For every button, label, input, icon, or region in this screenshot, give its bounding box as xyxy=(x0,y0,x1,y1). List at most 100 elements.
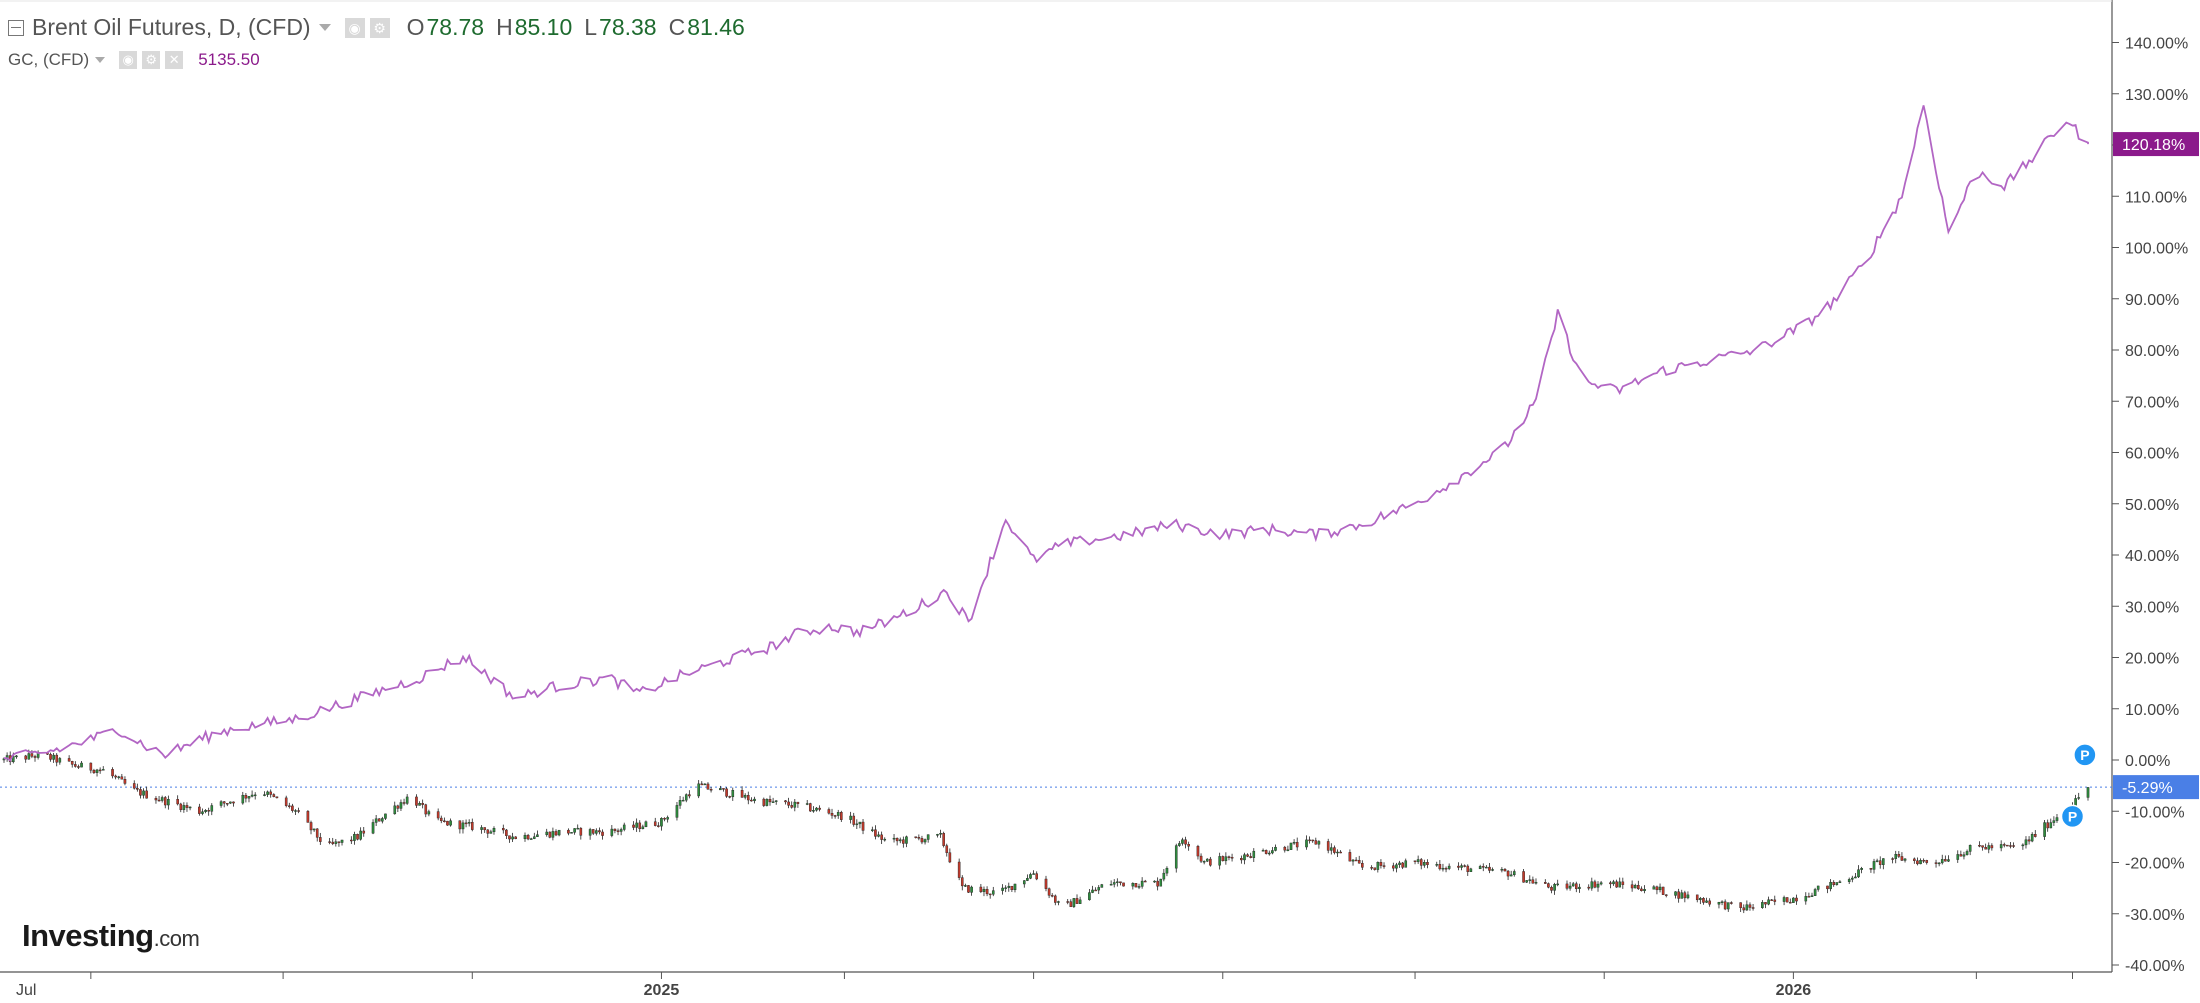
gold-series-line xyxy=(3,105,2089,762)
candle-body xyxy=(154,798,158,801)
p-marker-icon xyxy=(2060,804,2085,829)
candle-body xyxy=(1333,847,1336,853)
candle-body xyxy=(1209,858,1212,866)
candle-body xyxy=(1044,878,1048,889)
candle-body xyxy=(2033,834,2037,837)
candle-body xyxy=(663,818,666,820)
candle-body xyxy=(1379,862,1383,866)
candle-body xyxy=(1426,862,1429,865)
candle-body xyxy=(700,783,704,786)
candle-body xyxy=(92,770,96,773)
close-icon[interactable]: ✕ xyxy=(165,51,184,69)
candle-body xyxy=(641,826,645,830)
secondary-series-title[interactable]: GC, (CFD) xyxy=(8,50,90,69)
candle-body xyxy=(1748,904,1752,908)
candle-body xyxy=(1764,902,1767,905)
candle-body xyxy=(427,811,431,815)
candle-body xyxy=(1072,898,1076,907)
candle-body xyxy=(1308,839,1311,842)
gold-last-value-badge-bg xyxy=(2113,132,2199,157)
y-tick-label: 70.00% xyxy=(2125,394,2179,411)
candle-body xyxy=(418,803,421,806)
candle-body xyxy=(501,828,505,831)
candle-body xyxy=(2046,822,2049,829)
candle-body xyxy=(1872,861,1876,870)
candle-body xyxy=(204,810,207,812)
candle-body xyxy=(529,838,533,840)
candle-body xyxy=(95,769,99,773)
candle-body xyxy=(1788,901,1792,904)
candle-body xyxy=(964,885,967,887)
candle-body xyxy=(272,794,276,797)
candle-body xyxy=(728,796,731,798)
candle-body xyxy=(1029,874,1032,879)
candle-body xyxy=(120,776,124,780)
candle-body xyxy=(1289,842,1293,850)
candle-body xyxy=(632,824,635,828)
candle-body xyxy=(1587,886,1591,889)
candle-body xyxy=(1457,865,1460,868)
candle-body xyxy=(979,886,983,892)
candle-body xyxy=(1022,880,1026,885)
candle-body xyxy=(1361,863,1364,868)
candle-body xyxy=(1894,854,1898,859)
collapse-icon[interactable] xyxy=(8,19,24,36)
candle-body xyxy=(1221,856,1225,862)
candle-body xyxy=(337,841,341,843)
candle-body xyxy=(1134,883,1138,888)
candle-body xyxy=(399,802,403,809)
visibility-icon[interactable]: ◉ xyxy=(344,17,365,38)
candle-body xyxy=(1658,886,1662,891)
candle-body xyxy=(353,834,356,841)
candle-body xyxy=(356,834,359,840)
high-value: 85.10 xyxy=(514,14,573,40)
candle-body xyxy=(1398,862,1401,865)
candle-body xyxy=(1730,902,1733,904)
candle-body xyxy=(1112,882,1116,885)
candle-body xyxy=(309,822,313,831)
candle-body xyxy=(1444,867,1448,870)
candle-body xyxy=(1292,841,1296,844)
candle-body xyxy=(588,829,592,836)
candle-body xyxy=(771,801,775,803)
candle-body xyxy=(1829,881,1832,890)
candle-body xyxy=(805,803,809,805)
candle-body xyxy=(1119,881,1122,884)
candle-body xyxy=(1404,860,1408,868)
candle-body xyxy=(849,815,852,820)
y-axis[interactable]: 140.00%130.00%120.00%110.00%100.00%90.00… xyxy=(2112,36,2188,976)
candle-body xyxy=(350,839,353,842)
candle-body xyxy=(89,762,93,771)
candle-body xyxy=(613,828,617,831)
candle-body xyxy=(1122,882,1125,887)
candle-body xyxy=(123,779,127,784)
candle-body xyxy=(1187,844,1190,847)
candle-body xyxy=(306,811,310,823)
caret-down-icon[interactable] xyxy=(318,24,331,31)
candle-body xyxy=(1643,889,1646,892)
candle-body xyxy=(201,811,204,814)
candle-body xyxy=(1438,864,1442,870)
candle-body xyxy=(1159,878,1163,887)
candle-body xyxy=(858,821,862,825)
y-tick-label: 60.00% xyxy=(2125,446,2179,463)
settings-icon[interactable]: ⚙ xyxy=(369,17,390,38)
candle-body xyxy=(1026,878,1029,881)
candle-body xyxy=(210,805,214,812)
visibility-icon[interactable]: ◉ xyxy=(119,51,138,69)
candle-body xyxy=(793,801,797,808)
candle-body xyxy=(1283,846,1287,851)
candle-body xyxy=(58,758,62,763)
candle-body xyxy=(1922,860,1925,862)
candle-body xyxy=(1463,865,1466,867)
x-axis[interactable]: Jul 2025 2026 xyxy=(16,972,2073,999)
primary-series-title[interactable]: Brent Oil Futures, D, (CFD) xyxy=(32,14,311,40)
candle-body xyxy=(1677,891,1680,899)
candle-body xyxy=(1001,887,1004,891)
candle-body xyxy=(70,761,74,765)
caret-down-icon[interactable] xyxy=(95,57,106,63)
investing-logo: Investing.com xyxy=(22,918,200,954)
settings-icon[interactable]: ⚙ xyxy=(142,51,161,69)
candle-body xyxy=(812,810,815,812)
